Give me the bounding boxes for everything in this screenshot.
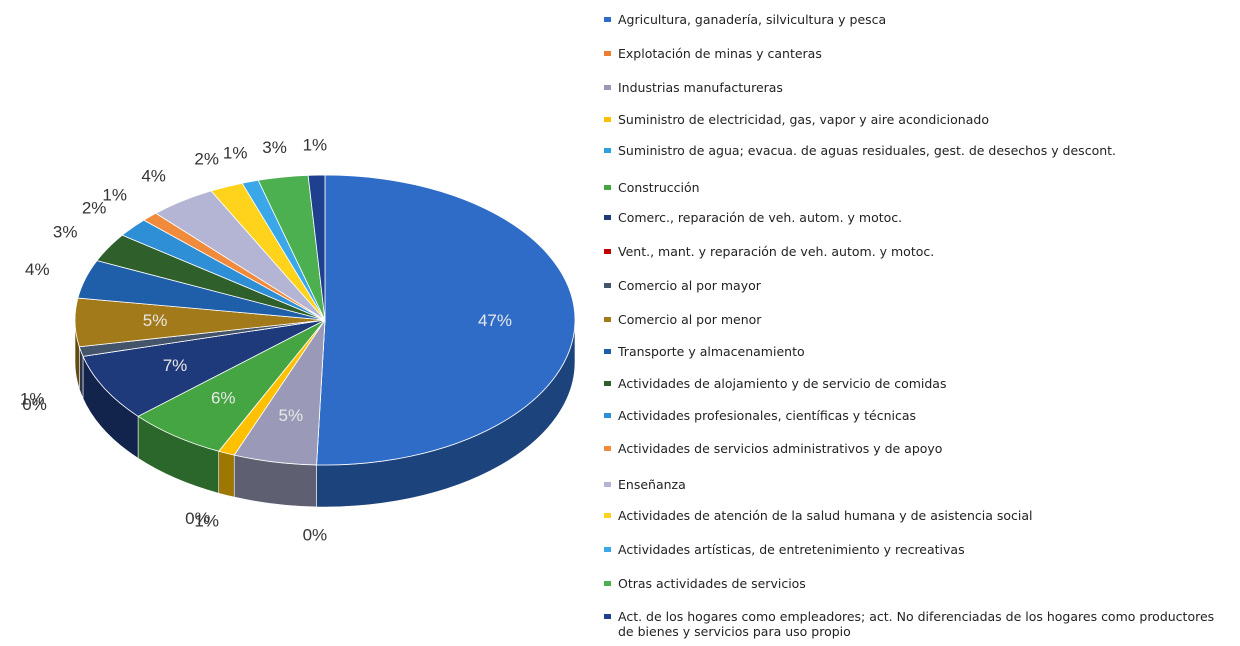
legend-item: Comerc., reparación de veh. autom. y mot… [600,210,1230,225]
legend-item: Suministro de agua; evacua. de aguas res… [600,143,1230,158]
legend-label: Vent., mant. y reparación de veh. autom.… [618,244,935,259]
data-label: 1% [303,136,328,155]
slice [307,174,326,321]
legend-swatch [604,117,611,122]
legend-label: Actividades profesionales, científicas y… [618,408,917,423]
chart: 47%0%5%1%0%6%7%0%1%5%4%3%2%1%4%2% 1% 3% 1% [20,136,576,544]
data-label: 2% [194,150,219,169]
slice [316,174,576,466]
legend-label: Comercio al por mayor [618,278,761,293]
data-label: 3% [262,138,287,157]
legend-item: Comercio al por mayor [600,278,1230,293]
slice-side [218,450,235,498]
data-label: 7% [163,356,188,375]
legend-swatch [604,317,611,322]
legend-swatch [604,513,611,518]
data-label: 1% [194,511,219,530]
data-label: 1% [102,185,127,204]
legend-label: Suministro de electricidad, gas, vapor y… [618,112,989,127]
legend-label: Actividades de atención de la salud huma… [618,508,1033,523]
legend-label: Comercio al por menor [618,312,762,327]
legend-item: Enseñanza [600,477,1230,492]
legend-swatch [604,547,611,552]
legend-item: Construcción [600,180,1230,195]
data-label: 3% [53,222,78,241]
data-label: 5% [143,311,168,330]
legend-label: Otras actividades de servicios [618,576,806,591]
legend-label: Enseñanza [618,477,686,492]
data-label: 0% [185,509,210,528]
legend-label: Construcción [618,180,700,195]
legend-label: Agricultura, ganadería, silvicultura y p… [618,12,887,27]
data-label: 0% [22,395,47,414]
legend-label: Actividades de servicios administrativos… [618,441,943,456]
legend-swatch [604,581,611,586]
legend-item: Actividades de atención de la salud huma… [600,508,1230,523]
data-label: 6% [211,388,236,407]
legend-swatch [604,614,611,619]
legend-item: Actividades artísticas, de entretenimien… [600,542,1230,557]
legend-item: Transporte y almacenamiento [600,344,1230,359]
legend-label: Industrias manufactureras [618,80,783,95]
legend-item: Suministro de electricidad, gas, vapor y… [600,112,1230,127]
legend-swatch [604,51,611,56]
legend-item: Explotación de minas y canteras [600,46,1230,61]
legend-label: Suministro de agua; evacua. de aguas res… [618,143,1117,158]
legend-item: Actividades de servicios administrativos… [600,441,1230,456]
legend-swatch [604,482,611,487]
legend-swatch [604,349,611,354]
data-label: 2% [82,198,107,217]
slice [82,319,326,417]
legend-swatch [604,17,611,22]
legend-label: Transporte y almacenamiento [618,344,805,359]
data-label: 1% [223,143,248,162]
legend-swatch [604,381,611,386]
legend-swatch [604,185,611,190]
legend-swatch [604,249,611,254]
legend-swatch [604,85,611,90]
legend-item: Vent., mant. y reparación de veh. autom.… [600,244,1230,259]
legend-swatch [604,446,611,451]
legend-swatch [604,413,611,418]
data-label: 4% [25,260,50,279]
legend-label: Actividades de alojamiento y de servicio… [618,376,947,391]
legend-label: Comerc., reparación de veh. autom. y mot… [618,210,903,225]
data-label: 47% [478,311,512,330]
legend-item: Agricultura, ganadería, silvicultura y p… [600,12,1230,27]
data-label: 4% [141,167,166,186]
legend-item: Comercio al por menor [600,312,1230,327]
legend-item: Otras actividades de servicios [600,576,1230,591]
legend-item: Actividades profesionales, científicas y… [600,408,1230,423]
legend-item: Actividades de alojamiento y de servicio… [600,376,1230,391]
legend-item: Act. de los hogares como empleadores; ac… [600,609,1230,639]
legend-label: Actividades artísticas, de entretenimien… [618,542,965,557]
legend-swatch [604,215,611,220]
data-label: 5% [278,406,303,425]
legend-label: Explotación de minas y canteras [618,46,822,61]
legend-swatch [604,148,611,153]
data-label: 0% [303,525,328,544]
legend-swatch [604,283,611,288]
legend-item: Industrias manufactureras [600,80,1230,95]
legend-label: Act. de los hogares como empleadores; ac… [618,609,1215,639]
data-label: 1% [20,389,45,408]
